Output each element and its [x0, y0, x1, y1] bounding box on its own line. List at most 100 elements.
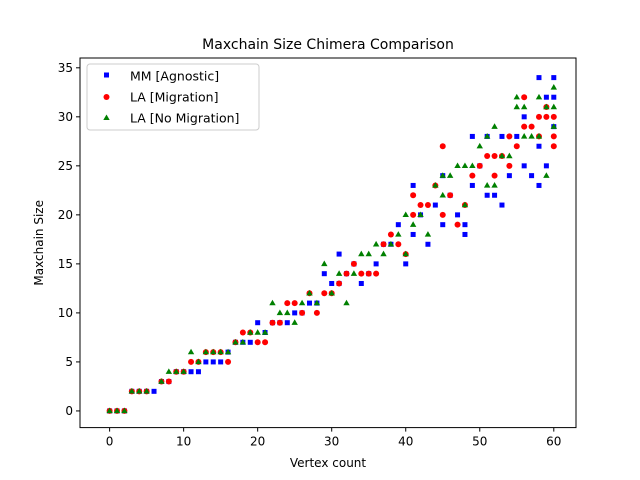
y-tick-label: 25: [58, 159, 73, 173]
data-point: [439, 211, 446, 218]
x-tick-label: 60: [546, 435, 561, 449]
data-point: [321, 290, 328, 297]
data-point: [380, 250, 387, 257]
data-point: [410, 182, 416, 188]
data-point: [358, 270, 365, 277]
x-tick-label: 10: [176, 435, 191, 449]
data-point: [113, 407, 121, 414]
data-point: [520, 103, 528, 110]
y-tick-label: 35: [58, 61, 73, 75]
data-point: [550, 84, 557, 90]
legend-circle-marker-icon: [103, 94, 110, 100]
data-point: [247, 339, 253, 345]
y-tick-label: 15: [58, 257, 73, 271]
data-point: [506, 152, 513, 159]
data-point: [218, 359, 224, 365]
data-point: [195, 369, 201, 375]
x-tick-label: 0: [106, 435, 114, 449]
data-point: [506, 173, 512, 179]
data-point: [373, 261, 379, 267]
data-point: [247, 329, 254, 335]
data-point: [165, 378, 172, 385]
data-point: [535, 113, 542, 120]
data-point: [454, 162, 461, 169]
data-point: [365, 270, 372, 277]
legend-entry-la-no-migration: LA [No Migration]: [130, 111, 239, 126]
data-point: [239, 338, 247, 345]
data-point: [410, 231, 416, 237]
data-point: [536, 182, 542, 188]
series-2: [106, 84, 557, 414]
data-point: [365, 250, 372, 257]
data-point: [284, 300, 291, 307]
data-point: [491, 182, 498, 188]
data-point: [276, 319, 283, 326]
data-point: [217, 348, 224, 355]
data-point: [232, 338, 239, 345]
data-point: [299, 309, 306, 316]
legend-entry-la-migration: LA [Migration]: [130, 90, 218, 105]
y-axis-label: Maxchain Size: [32, 200, 46, 286]
data-point: [491, 153, 498, 160]
y-axis-ticks: 0 5 10 15 20 25 30 35: [58, 61, 80, 418]
data-point: [313, 299, 321, 306]
data-point: [372, 240, 380, 247]
legend-square-marker-icon: [104, 72, 109, 78]
data-point: [187, 348, 195, 355]
data-point: [514, 133, 520, 139]
data-point: [439, 191, 446, 198]
legend: MM [Agnostic] LA [Migration] LA [No Migr…: [86, 63, 260, 131]
data-point: [321, 271, 327, 277]
x-tick-label: 30: [324, 435, 339, 449]
data-point: [254, 329, 261, 335]
data-point: [306, 300, 312, 306]
data-point: [350, 260, 357, 267]
data-point: [395, 231, 402, 237]
data-point: [499, 133, 505, 139]
data-point: [106, 407, 113, 414]
data-point: [269, 319, 276, 326]
data-point: [180, 368, 187, 374]
x-tick-label: 40: [398, 435, 413, 449]
data-point: [528, 123, 535, 130]
x-axis-ticks: 0 10 20 30 40 50 60: [106, 427, 561, 449]
data-point: [513, 103, 520, 110]
data-point: [462, 231, 468, 237]
data-point: [254, 339, 261, 346]
data-point: [255, 320, 261, 326]
data-point: [313, 309, 320, 316]
data-point: [551, 75, 557, 81]
data-point: [202, 348, 210, 355]
data-point: [469, 172, 476, 179]
data-point: [291, 300, 298, 307]
data-point: [417, 211, 424, 218]
data-point: [520, 133, 528, 139]
data-point: [380, 241, 387, 248]
chart-title: Maxchain Size Chimera Comparison: [202, 37, 454, 53]
data-point: [403, 261, 409, 267]
data-point: [462, 222, 468, 228]
data-point: [521, 163, 527, 169]
data-point: [373, 270, 380, 277]
data-point: [432, 182, 439, 188]
data-point: [358, 250, 365, 257]
data-point: [210, 359, 216, 365]
data-point: [469, 182, 475, 188]
data-point: [336, 280, 343, 287]
data-point: [402, 211, 409, 218]
data-point: [321, 260, 328, 267]
data-point: [550, 133, 557, 140]
data-point: [521, 94, 528, 101]
data-point: [210, 348, 217, 355]
legend-box: [86, 63, 260, 131]
data-point: [165, 368, 173, 374]
data-point: [417, 202, 424, 209]
x-tick-label: 50: [472, 435, 487, 449]
data-point: [535, 93, 543, 100]
x-tick-label: 20: [250, 435, 265, 449]
data-point: [543, 94, 549, 100]
data-point: [336, 251, 342, 257]
y-tick-label: 10: [58, 306, 73, 320]
data-points: [106, 75, 557, 414]
